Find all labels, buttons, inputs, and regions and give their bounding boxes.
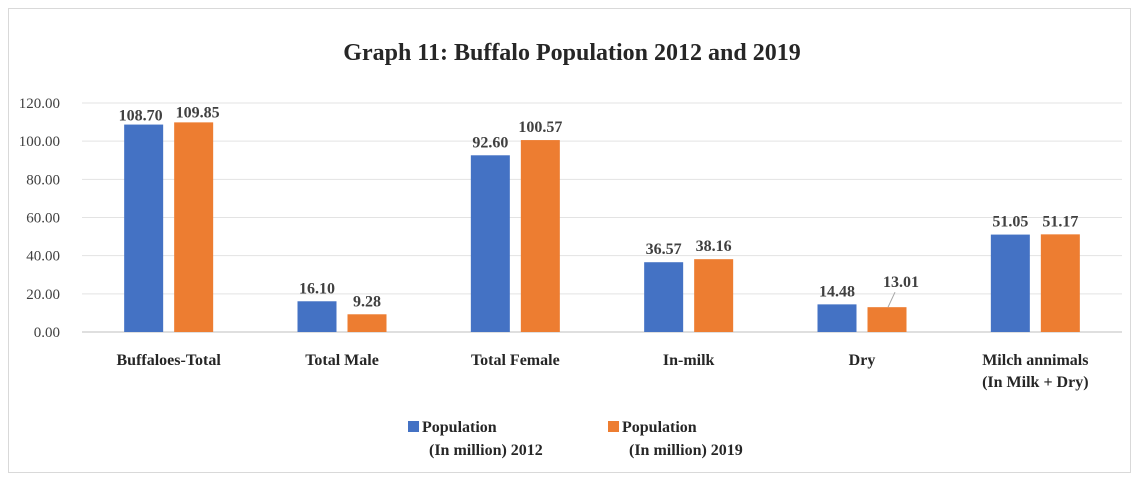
- y-tick-label: 60.00: [26, 211, 60, 227]
- data-label: 38.16: [696, 238, 732, 255]
- bar-2012: [470, 155, 510, 332]
- y-tick-label: 0.00: [34, 325, 60, 341]
- legend-label: (In million) 2019: [629, 442, 743, 459]
- legend-swatch: [608, 421, 619, 432]
- bar-2019: [867, 307, 907, 332]
- data-label: 51.05: [992, 214, 1028, 231]
- legend-label: Population: [422, 419, 497, 436]
- data-label: 109.85: [176, 104, 220, 121]
- chart-frame: [8, 8, 1131, 473]
- y-tick-label: 120.00: [19, 96, 60, 112]
- data-labels: 108.70 109.85 16.10 9.28 92.60 100.57 36.57 38.…: [119, 104, 1079, 310]
- bar-2019: [174, 122, 214, 332]
- data-label: 14.48: [819, 283, 855, 300]
- y-tick-label: 20.00: [26, 287, 60, 303]
- data-label: 13.01: [883, 274, 919, 291]
- gridlines: [82, 102, 1122, 333]
- x-tick-label: Total Female: [471, 352, 560, 369]
- bar-2019: [520, 140, 560, 332]
- bars: [124, 122, 1080, 332]
- legend-label: (In million) 2012: [429, 442, 543, 459]
- x-tick-label: Milch annimals: [982, 352, 1088, 369]
- data-label: 36.57: [646, 241, 682, 258]
- y-tick-label: 80.00: [26, 172, 60, 188]
- bar-2012: [817, 304, 857, 332]
- x-tick-label: Total Male: [305, 352, 379, 369]
- x-axis-ticks: Buffaloes-Total Total Male Total Female In-…: [117, 352, 1089, 391]
- bar-2012: [644, 262, 684, 332]
- bar-2012: [990, 234, 1030, 332]
- legend-label: Population: [622, 419, 697, 436]
- y-tick-label: 40.00: [26, 249, 60, 265]
- y-tick-label: 100.00: [19, 134, 60, 150]
- data-label: 108.70: [119, 108, 163, 125]
- x-tick-label: In-milk: [663, 352, 715, 369]
- bar-2019: [347, 314, 387, 332]
- bar-2019: [694, 259, 734, 332]
- bar-2012: [124, 124, 164, 332]
- legend-swatch: [408, 421, 419, 432]
- data-label: 100.57: [518, 119, 562, 136]
- y-axis-ticks: 0.00 20.00 40.00 60.00 80.00 100.00 120.00: [19, 96, 60, 341]
- data-label-leader-line: [887, 291, 896, 308]
- bar-2012: [297, 301, 337, 332]
- x-tick-label: (In Milk + Dry): [982, 374, 1088, 391]
- data-label: 51.17: [1042, 213, 1078, 230]
- x-tick-label: Dry: [849, 352, 876, 369]
- chart-title: Graph 11: Buffalo Population 2012 and 20…: [343, 40, 800, 66]
- legend: Population (In million) 2012 Population (In…: [408, 419, 743, 459]
- data-label: 16.10: [299, 280, 335, 297]
- data-label: 92.60: [472, 134, 508, 151]
- bar-2019: [1040, 234, 1080, 332]
- x-tick-label: Buffaloes-Total: [117, 352, 222, 369]
- data-label: 9.28: [353, 293, 381, 310]
